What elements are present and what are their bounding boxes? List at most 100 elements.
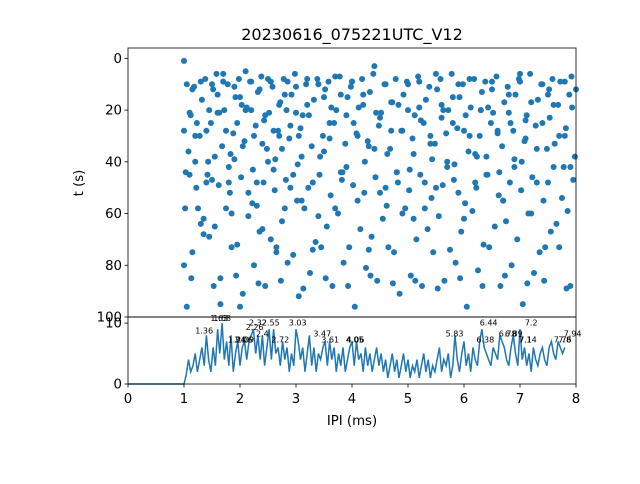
scatter-point bbox=[434, 285, 441, 292]
scatter-point bbox=[265, 76, 271, 82]
scatter-point bbox=[279, 218, 285, 225]
scatter-point bbox=[287, 184, 294, 191]
histogram-x-axis-label: IPI (ms) bbox=[327, 414, 377, 429]
peak-label: 6.44 bbox=[480, 318, 498, 327]
scatter-point bbox=[255, 280, 262, 287]
scatter-point bbox=[319, 132, 326, 139]
scatter-point bbox=[429, 156, 436, 163]
scatter-point bbox=[262, 283, 269, 289]
scatter-point bbox=[384, 151, 391, 157]
scatter-point bbox=[192, 132, 199, 139]
scatter-point bbox=[501, 99, 508, 106]
scatter-point bbox=[321, 148, 327, 155]
scatter-point bbox=[431, 140, 438, 147]
scatter-point bbox=[440, 107, 447, 114]
scatter-point bbox=[307, 270, 313, 276]
scatter-point bbox=[410, 151, 417, 157]
scatter-point bbox=[344, 94, 351, 101]
scatter-point bbox=[480, 241, 487, 248]
scatter-point bbox=[406, 166, 413, 173]
scatter-point bbox=[364, 138, 371, 145]
scatter-point bbox=[301, 205, 308, 212]
scatter-point bbox=[400, 91, 407, 98]
scatter-point bbox=[375, 122, 382, 129]
scatter-point bbox=[303, 81, 310, 88]
scatter-point bbox=[566, 91, 573, 98]
scatter-point bbox=[234, 120, 241, 126]
peak-label: 1.36 bbox=[195, 326, 213, 335]
scatter-point bbox=[265, 158, 271, 165]
scatter-point bbox=[228, 244, 235, 251]
y-tick-label: 40 bbox=[105, 155, 122, 170]
scatter-point bbox=[316, 171, 323, 178]
histogram-x-ticks: 0 1 2 3 4 5 6 7 8 bbox=[124, 384, 580, 407]
scatter-point bbox=[326, 120, 333, 126]
scatter-point bbox=[312, 239, 319, 245]
scatter-point bbox=[332, 73, 339, 80]
scatter-point bbox=[412, 277, 419, 284]
scatter-point bbox=[290, 171, 297, 178]
scatter-point bbox=[252, 122, 259, 129]
scatter-point bbox=[351, 303, 358, 310]
scatter-point bbox=[354, 197, 361, 204]
scatter-point bbox=[531, 270, 537, 276]
scatter-point bbox=[277, 99, 284, 106]
scatter-point bbox=[409, 135, 416, 142]
scatter-point bbox=[416, 104, 423, 111]
scatter-point bbox=[258, 73, 265, 80]
scatter-point bbox=[508, 262, 515, 269]
scatter-point bbox=[279, 145, 285, 152]
scatter-point bbox=[337, 91, 344, 98]
scatter-point bbox=[298, 197, 305, 204]
scatter-point bbox=[402, 205, 409, 212]
scatter-point bbox=[232, 94, 239, 101]
scatter-point bbox=[561, 132, 568, 139]
scatter-point bbox=[183, 303, 190, 310]
scatter-point bbox=[467, 104, 474, 111]
scatter-point bbox=[270, 127, 277, 134]
scatter-point bbox=[500, 197, 507, 204]
scatter-point bbox=[336, 73, 343, 80]
scatter-point bbox=[510, 127, 517, 134]
peak-label: 6.89 bbox=[505, 329, 523, 338]
scatter-point bbox=[363, 264, 369, 271]
scatter-point bbox=[456, 94, 463, 101]
scatter-point bbox=[438, 114, 445, 121]
scatter-point bbox=[424, 226, 431, 233]
scatter-point bbox=[223, 205, 229, 212]
scatter-point bbox=[231, 156, 238, 163]
scatter-point bbox=[271, 187, 278, 194]
scatter-point bbox=[553, 220, 560, 227]
y-tick-label: 20 bbox=[105, 104, 122, 119]
scatter-point bbox=[524, 280, 531, 287]
scatter-point bbox=[253, 179, 260, 186]
scatter-point bbox=[416, 78, 423, 85]
scatter-point bbox=[182, 169, 189, 176]
scatter-point bbox=[237, 303, 243, 310]
scatter-point bbox=[385, 244, 392, 251]
scatter-point bbox=[395, 101, 402, 108]
scatter-point bbox=[321, 94, 327, 101]
peak-label: 1.94 bbox=[228, 335, 246, 344]
scatter-point bbox=[559, 195, 565, 201]
y-tick-label: 10 bbox=[105, 317, 122, 332]
chart-title: 20230616_075221UTC_V12 bbox=[241, 25, 463, 45]
scatter-point bbox=[224, 81, 231, 88]
scatter-point bbox=[501, 272, 508, 279]
scatter-point bbox=[207, 120, 214, 126]
scatter-point bbox=[562, 125, 569, 132]
scatter-point bbox=[282, 176, 289, 183]
scatter-point bbox=[522, 117, 529, 124]
scatter-point bbox=[219, 143, 226, 150]
scatter-point bbox=[428, 195, 435, 201]
scatter-point bbox=[421, 179, 428, 186]
scatter-point bbox=[506, 179, 513, 186]
scatter-point bbox=[291, 70, 298, 77]
scatter-point bbox=[350, 182, 357, 189]
scatter-point bbox=[482, 78, 489, 85]
scatter-point bbox=[439, 182, 446, 189]
scatter-point bbox=[305, 184, 312, 191]
scatter-point bbox=[477, 107, 484, 114]
scatter-point bbox=[214, 91, 221, 98]
scatter-point bbox=[288, 91, 295, 98]
